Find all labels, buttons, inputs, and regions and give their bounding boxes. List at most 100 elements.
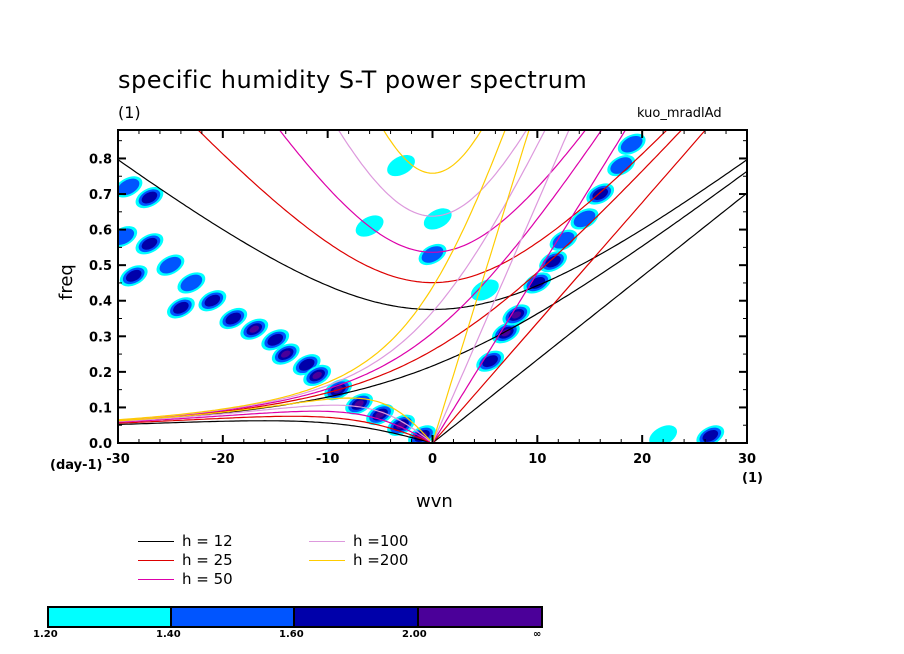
- power-contour-level: [298, 358, 315, 371]
- x-tick-label: 20: [633, 452, 651, 467]
- power-blob: [135, 186, 164, 209]
- power-contour-level: [141, 237, 158, 250]
- dispersion-curve-ig1: [118, 159, 747, 311]
- power-blob: [261, 329, 290, 351]
- dispersion-curve-mrg: [118, 130, 683, 422]
- y-tick-label: 0.6: [89, 224, 112, 239]
- power-contour-level: [125, 269, 142, 282]
- dispersion-curve-ig1: [382, 130, 483, 174]
- power-contour-level: [620, 135, 643, 153]
- power-contour-level: [482, 355, 498, 368]
- power-blob: [135, 233, 164, 255]
- power-blob: [539, 250, 567, 273]
- power-contour-level: [225, 312, 242, 325]
- colorbar-segment: [49, 608, 172, 626]
- power-blob: [696, 425, 725, 443]
- power-contour-level: [387, 154, 415, 177]
- y-tick-label: 0.1: [89, 401, 112, 416]
- x-tick-label: 10: [528, 452, 546, 467]
- axis-ticks: -30 -20 -10 0 10 20 30 0.0 0.1 0.2 0.3 0.4 0.5 0.6 0.7…: [89, 130, 756, 467]
- x-tick-label: -30: [106, 452, 130, 467]
- colorbar-label: ∞: [533, 629, 542, 640]
- power-contour-level: [173, 301, 189, 314]
- legend: h = 12 h = 25 h = 50 h =100 h =200: [138, 532, 458, 588]
- legend-item: h =200: [309, 551, 408, 569]
- dispersion-curves: [118, 130, 747, 443]
- dispersion-curve-er1: [118, 397, 431, 441]
- power-blob: [366, 403, 394, 426]
- chart-title: specific humidity S-T power spectrum: [118, 66, 588, 94]
- legend-label: h = 25: [182, 551, 233, 569]
- y-tick-label: 0.5: [89, 259, 112, 274]
- power-blob: [240, 318, 269, 340]
- legend-item: h = 50: [138, 570, 233, 588]
- power-blob: [118, 176, 143, 198]
- power-blob: [502, 304, 531, 326]
- power-blob: [119, 265, 148, 287]
- power-contour-level: [118, 228, 135, 245]
- x-tick-label: -20: [211, 452, 235, 467]
- dispersion-curve-mrg: [118, 130, 506, 421]
- y-tick-label: 0.2: [89, 366, 112, 381]
- x-axis-unit: (1): [742, 471, 763, 486]
- power-blob: [423, 208, 452, 230]
- dispersion-curve-mrg: [118, 130, 546, 421]
- power-contour-level: [281, 350, 291, 358]
- power-blob: [219, 307, 248, 330]
- y-tick-label: 0.3: [89, 330, 112, 345]
- dispersion-curve-ig1: [337, 130, 528, 217]
- x-tick-label: 30: [738, 452, 756, 467]
- legend-label: h =200: [353, 551, 409, 569]
- power-contour-level: [702, 429, 719, 442]
- power-contour-level: [610, 157, 633, 174]
- legend-label: h =100: [353, 532, 409, 550]
- run-name: kuo_mradlAd: [637, 106, 722, 121]
- power-blob: [303, 364, 332, 387]
- power-contour-level: [312, 371, 322, 380]
- dispersion-curve-mrg: [118, 130, 603, 421]
- legend-swatch: [138, 559, 174, 561]
- power-blob: [156, 254, 185, 276]
- legend-label: h = 12: [182, 532, 233, 550]
- power-blob: [177, 272, 206, 294]
- legend-label: h = 50: [182, 570, 233, 588]
- legend-item: h = 25: [138, 551, 233, 569]
- dispersion-curve-ig1: [197, 130, 668, 284]
- power-contours: [118, 133, 725, 443]
- colorbar-segment: [172, 608, 295, 626]
- dispersion-curve-kelvin: [431, 130, 570, 443]
- legend-swatch: [309, 559, 345, 561]
- legend-item: h =100: [309, 532, 408, 550]
- power-blob: [271, 343, 300, 365]
- dispersion-curve-kelvin: [432, 130, 707, 443]
- power-blob: [387, 154, 415, 177]
- power-contour-level: [396, 421, 406, 429]
- colorbar-label: 2.00: [402, 629, 427, 640]
- x-axis-label: wvn: [416, 491, 453, 512]
- y-tick-label: 0.8: [89, 152, 112, 167]
- colorbar-label: 1.20: [33, 629, 58, 640]
- power-contour-level: [118, 178, 140, 196]
- power-contour-level: [180, 274, 203, 292]
- power-blob: [166, 297, 195, 319]
- dispersion-curve-er1: [118, 415, 431, 443]
- power-blob: [476, 350, 505, 372]
- power-contour-level: [141, 191, 158, 204]
- power-contour-level: [545, 255, 561, 268]
- power-blob: [198, 290, 227, 312]
- colorbar-segment: [295, 608, 419, 626]
- colorbar-label: 1.40: [156, 629, 181, 640]
- spectrum-plot: -30 -20 -10 0 10 20 30 0.0 0.1 0.2 0.3 0.4 0.5 0.6 0.7…: [89, 129, 756, 467]
- power-blob: [549, 229, 578, 251]
- dispersion-curve-kelvin: [432, 192, 747, 443]
- y-tick-label: 0.0: [89, 437, 112, 452]
- power-blob: [617, 133, 646, 155]
- power-contour-level: [267, 333, 284, 346]
- y-tick-label: 0.7: [89, 188, 112, 203]
- y-axis-unit: (day-1): [50, 458, 103, 473]
- y-tick-label: 0.4: [89, 295, 112, 310]
- power-contour-level: [552, 231, 575, 249]
- power-blob: [649, 425, 678, 443]
- legend-swatch: [138, 540, 174, 542]
- colorbar-segment: [419, 608, 541, 626]
